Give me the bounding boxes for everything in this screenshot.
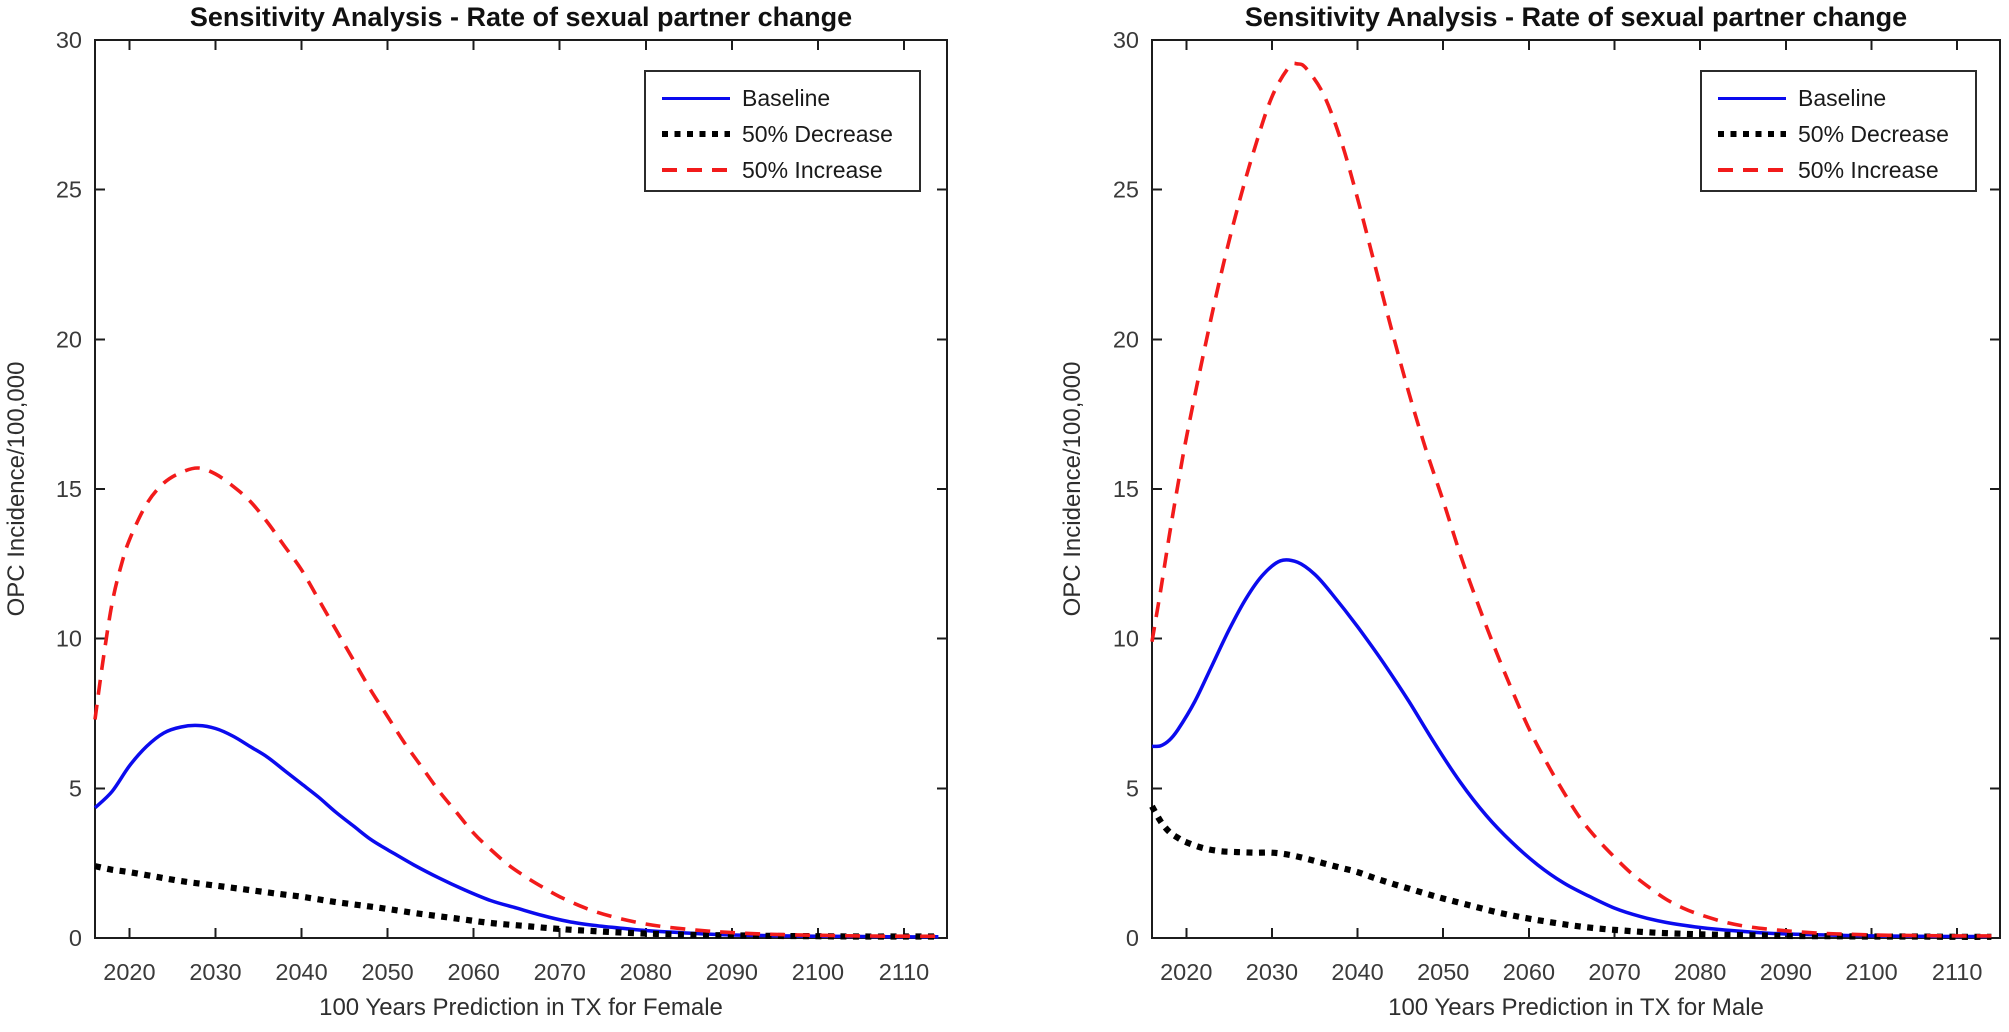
y-tick-label: 0 [69, 925, 82, 951]
left-50-decrease-line [94, 863, 939, 940]
right-50-decrease-line [1149, 804, 1992, 940]
left-x-axis-label: 100 Years Prediction in TX for Female [319, 994, 723, 1021]
left-y-axis-label: OPC Incidence/100,000 [3, 361, 30, 617]
x-tick-label: 2070 [534, 959, 586, 985]
y-tick-label: 0 [1126, 925, 1139, 951]
x-tick-label: 2100 [1845, 959, 1897, 985]
legend-entry-50-increase: 50% Increase [1718, 152, 1975, 188]
right-chart-title: Sensitivity Analysis - Rate of sexual pa… [1244, 2, 1908, 32]
y-tick-label: 25 [1113, 177, 1139, 203]
legend-label: 50% Increase [1798, 156, 1939, 183]
legend-dashed-line-sample [1718, 168, 1786, 172]
legend-solid-line-sample [662, 96, 730, 100]
left-50-increase-line [93, 466, 939, 939]
right-chart: 2020 2030 2040 2050 2060 2070 2080 2090 2100 2110… [1113, 27, 2001, 985]
x-tick-label: 2100 [792, 959, 844, 985]
y-tick-label: 15 [1113, 476, 1139, 502]
legend-dashed-line-sample [662, 168, 730, 172]
left-chart-title: Sensitivity Analysis - Rate of sexual pa… [189, 2, 853, 32]
x-tick-label: 2060 [1503, 959, 1555, 985]
legend-dotted-line-sample [1718, 131, 1786, 137]
y-tick-label: 10 [1113, 626, 1139, 652]
left-chart: 2020 2030 2040 2050 2060 2070 2080 2090 2100 2110… [56, 27, 948, 985]
x-tick-label: 2030 [1246, 959, 1298, 985]
legend-label: Baseline [1798, 84, 1887, 111]
x-tick-label: 2050 [361, 959, 413, 985]
y-tick-label: 15 [56, 476, 82, 502]
y-tick-label: 20 [1113, 326, 1139, 352]
legend-label: 50% Increase [742, 156, 883, 183]
legend-entry-50-decrease: 50% Decrease [662, 116, 919, 152]
y-tick-label: 25 [56, 177, 82, 203]
x-tick-label: 2060 [448, 959, 500, 985]
legend-entry-50-increase: 50% Increase [662, 152, 919, 188]
x-tick-label: 2090 [1760, 959, 1812, 985]
left-legend: Baseline 50% Decrease 50% Increase [644, 70, 921, 192]
x-tick-label: 2040 [1331, 959, 1383, 985]
legend-entry-baseline: Baseline [1718, 80, 1975, 116]
x-tick-label: 2040 [275, 959, 327, 985]
legend-entry-baseline: Baseline [662, 80, 919, 116]
y-tick-label: 20 [56, 326, 82, 352]
legend-dotted-line-sample [662, 131, 730, 137]
y-tick-label: 30 [56, 27, 82, 53]
right-legend: Baseline 50% Decrease 50% Increase [1700, 70, 1977, 192]
x-tick-label: 2020 [1160, 959, 1212, 985]
x-tick-label: 2050 [1417, 959, 1469, 985]
x-tick-label: 2110 [1932, 959, 1983, 985]
right-baseline-line [1151, 558, 1992, 939]
x-tick-label: 2080 [620, 959, 672, 985]
legend-entry-50-decrease: 50% Decrease [1718, 116, 1975, 152]
right-x-axis-label: 100 Years Prediction in TX for Male [1388, 994, 1764, 1021]
x-tick-label: 2020 [103, 959, 155, 985]
legend-label: Baseline [742, 84, 831, 111]
legend-solid-line-sample [1718, 96, 1786, 100]
x-tick-label: 2110 [879, 959, 930, 985]
left-baseline-line [93, 723, 939, 939]
y-tick-label: 30 [1113, 27, 1139, 53]
legend-label: 50% Decrease [742, 120, 893, 147]
y-tick-label: 5 [1126, 775, 1139, 801]
y-tick-label: 5 [69, 775, 82, 801]
x-tick-label: 2090 [706, 959, 758, 985]
x-tick-label: 2080 [1674, 959, 1726, 985]
x-tick-label: 2070 [1588, 959, 1640, 985]
y-tick-label: 10 [56, 626, 82, 652]
right-50-increase-line [1150, 61, 1992, 938]
legend-label: 50% Decrease [1798, 120, 1949, 147]
right-y-axis-label: OPC Incidence/100,000 [1059, 361, 1086, 617]
x-tick-label: 2030 [189, 959, 241, 985]
